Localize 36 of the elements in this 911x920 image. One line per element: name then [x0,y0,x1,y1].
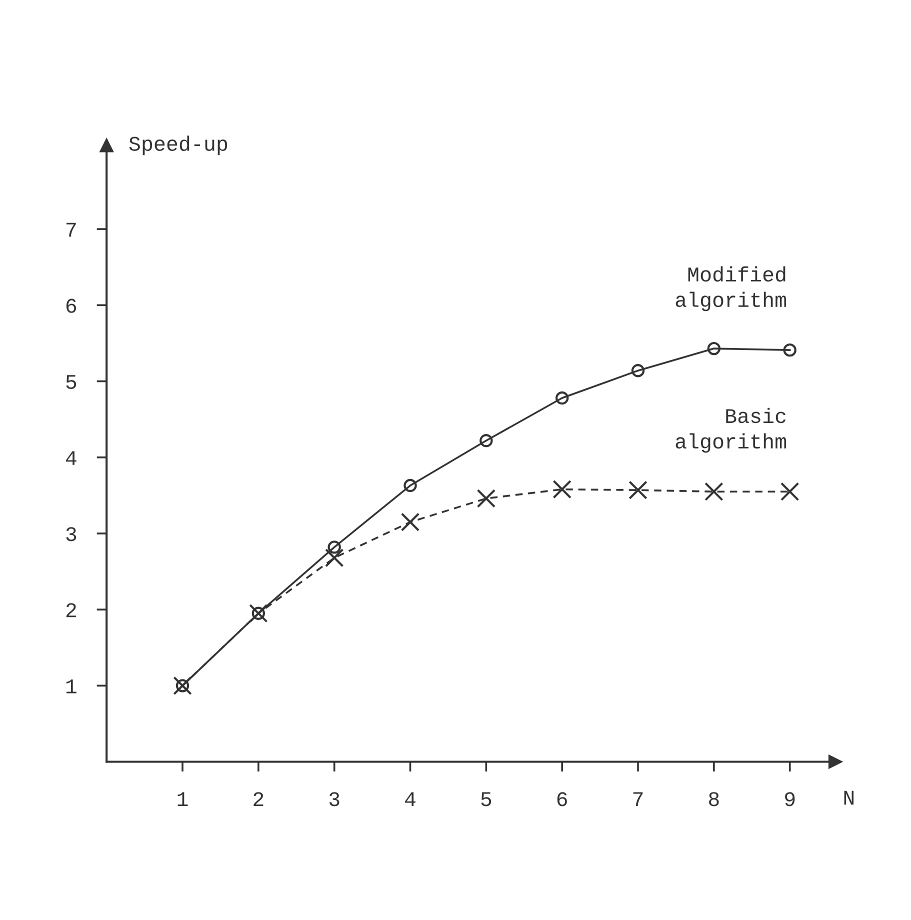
x-tick-label: 9 [785,792,795,806]
x-tick-label: 4 [405,792,416,806]
x-tick-label: 6 [557,792,567,806]
y-tick-label: 3 [66,527,76,542]
y-tick-label: 1 [66,679,76,694]
point [404,478,417,492]
point [628,480,648,500]
point [552,480,572,499]
point [476,489,496,508]
point [400,512,420,532]
x-tick-label: 7 [633,792,643,806]
series-label: Modified algorithm [676,266,786,312]
y-tick-label: 2 [66,603,76,618]
point [707,342,721,356]
x-tick-label: 1 [178,792,188,806]
y-tick-label: 5 [66,375,76,390]
point [176,679,190,692]
point [780,482,800,501]
x-axis-title: N [844,790,854,805]
series-label: Basic algorithm [676,408,786,453]
point [631,364,645,378]
x-tick-label: 8 [709,792,719,806]
point [783,343,796,357]
point [480,434,493,448]
y-tick-label: 6 [66,298,76,313]
x-tick-label: 2 [254,792,264,806]
point [704,482,724,501]
point [324,548,344,568]
point [555,391,569,405]
y-tick-label: 4 [66,451,76,465]
point [328,540,341,554]
point [173,676,192,696]
x-tick-label: 3 [329,792,340,806]
y-axis-title: Speed-up [129,136,228,156]
y-tick-label: 7 [66,222,76,237]
x-tick-label: 5 [481,792,492,806]
